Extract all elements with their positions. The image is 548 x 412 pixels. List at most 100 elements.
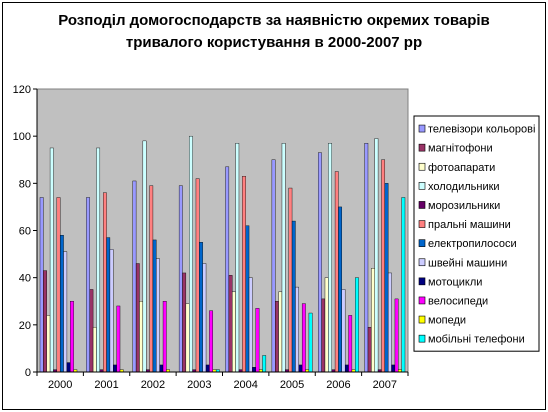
bar bbox=[162, 301, 167, 373]
bar bbox=[318, 152, 322, 373]
bar bbox=[46, 315, 51, 373]
legend-swatch bbox=[418, 315, 426, 324]
bar bbox=[106, 237, 111, 373]
bar bbox=[275, 301, 279, 373]
bar bbox=[225, 166, 230, 373]
bar bbox=[271, 159, 276, 373]
legend-swatch bbox=[418, 182, 426, 190]
bar bbox=[182, 272, 187, 373]
bar bbox=[109, 249, 114, 373]
bar bbox=[205, 364, 210, 373]
bar bbox=[341, 289, 346, 373]
x-tick-label: 2000 bbox=[48, 379, 72, 391]
bar bbox=[235, 143, 240, 373]
bar bbox=[209, 310, 213, 373]
legend-swatch bbox=[418, 143, 426, 152]
bar bbox=[189, 135, 193, 373]
bar bbox=[394, 298, 399, 373]
bar bbox=[199, 242, 203, 373]
bar bbox=[321, 298, 326, 373]
legend-swatch bbox=[418, 162, 426, 171]
bar bbox=[298, 364, 303, 373]
bar bbox=[43, 270, 47, 373]
bar bbox=[364, 143, 369, 373]
legend-label: пральні машини bbox=[428, 219, 511, 231]
bar bbox=[116, 305, 121, 373]
bar bbox=[228, 275, 233, 373]
bar bbox=[242, 176, 246, 373]
chart-title: Розподіл домогосподарств за наявністю ок… bbox=[0, 10, 548, 54]
chart-title-line-1: Розподіл домогосподарств за наявністю ок… bbox=[58, 12, 490, 29]
legend: телевізори кольорові магнітофони фотоапара… bbox=[413, 115, 540, 352]
bar bbox=[185, 303, 190, 373]
y-tick-label: 120 bbox=[13, 84, 31, 96]
chart-title-line-2: тривалого користування в 2000-2007 рр bbox=[125, 34, 423, 51]
legend-swatch bbox=[418, 277, 426, 286]
legend-label: велосипеди bbox=[428, 295, 488, 307]
bar bbox=[355, 277, 359, 373]
bar bbox=[156, 258, 160, 373]
bar bbox=[135, 263, 140, 373]
legend-swatch bbox=[418, 239, 426, 247]
y-tick-label: 40 bbox=[19, 273, 31, 285]
x-tick-label: 2001 bbox=[94, 379, 118, 391]
bar bbox=[248, 277, 253, 373]
bar bbox=[255, 308, 260, 373]
bar bbox=[262, 355, 267, 373]
x-tick-label: 2003 bbox=[187, 379, 211, 391]
legend-label: холодильники bbox=[428, 181, 500, 193]
bar bbox=[391, 364, 396, 373]
bar bbox=[308, 312, 313, 373]
bar bbox=[348, 315, 353, 373]
plot-area bbox=[36, 88, 409, 373]
legend-swatch bbox=[418, 220, 426, 228]
legend-label: магнітофони bbox=[428, 143, 493, 155]
legend-swatch bbox=[418, 124, 426, 133]
bar bbox=[86, 197, 90, 373]
bar bbox=[102, 192, 107, 373]
bar bbox=[63, 251, 68, 373]
bar bbox=[142, 140, 147, 373]
bar bbox=[59, 235, 64, 373]
bar bbox=[334, 171, 339, 373]
y-tick-label: 0 bbox=[25, 367, 31, 379]
x-tick-label: 2002 bbox=[141, 379, 165, 391]
bar bbox=[96, 147, 101, 373]
y-tick-label: 100 bbox=[13, 131, 31, 143]
bar bbox=[132, 180, 137, 373]
bar bbox=[324, 277, 329, 373]
bar bbox=[288, 187, 293, 373]
legend-box bbox=[413, 115, 540, 352]
bar bbox=[202, 263, 207, 373]
legend-swatch bbox=[418, 258, 426, 267]
legend-swatch bbox=[418, 334, 426, 343]
bar bbox=[384, 183, 389, 373]
bar bbox=[367, 326, 372, 373]
bar bbox=[344, 364, 349, 373]
x-tick-label: 2006 bbox=[326, 379, 350, 391]
legend-label: морозильники bbox=[428, 200, 500, 212]
bar bbox=[295, 286, 299, 373]
legend-swatch bbox=[418, 296, 426, 305]
y-tick-label: 80 bbox=[19, 178, 31, 190]
legend-label: швейні машини bbox=[428, 257, 507, 269]
bar bbox=[113, 364, 117, 373]
bar bbox=[381, 159, 386, 373]
legend-label: мопеди bbox=[428, 315, 466, 327]
bar bbox=[281, 143, 286, 373]
bar bbox=[89, 289, 94, 373]
bar bbox=[387, 272, 392, 373]
legend-label: мобільні телефони bbox=[428, 334, 525, 346]
bar bbox=[338, 206, 343, 373]
bar bbox=[278, 291, 283, 373]
x-tick-label: 2004 bbox=[233, 379, 257, 391]
bar bbox=[178, 185, 183, 373]
bar bbox=[374, 138, 379, 373]
legend-label: телевізори кольорові bbox=[428, 124, 535, 136]
bar bbox=[159, 364, 164, 373]
x-tick-label: 2007 bbox=[373, 379, 397, 391]
legend-label: фотоапарати bbox=[428, 162, 495, 174]
bar bbox=[291, 220, 296, 373]
y-axis: 0 20 40 60 80 100 120 bbox=[13, 84, 38, 379]
